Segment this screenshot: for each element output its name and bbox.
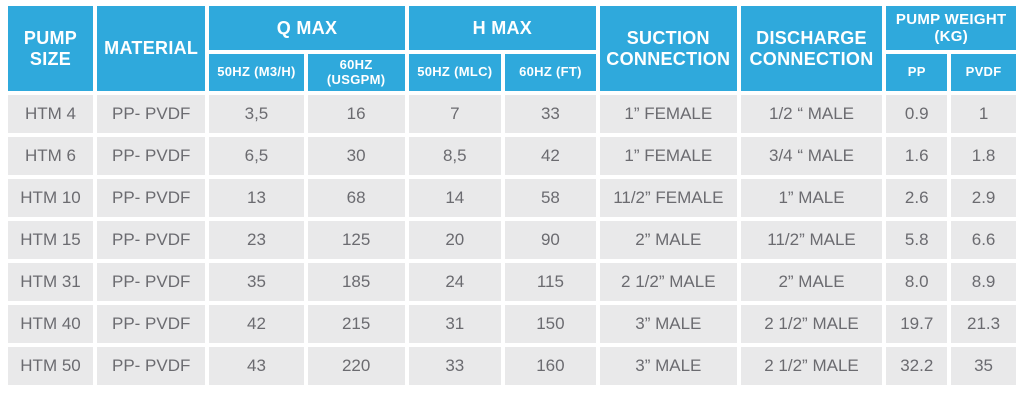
subheader-weight-pvdf: PVDF xyxy=(951,54,1016,91)
cell-hmax-50hz: 33 xyxy=(408,347,501,385)
cell-suction: 2” MALE xyxy=(599,221,737,259)
cell-qmax-60hz: 16 xyxy=(307,95,405,133)
cell-suction: 11/2” FEMALE xyxy=(599,179,737,217)
cell-discharge: 1/2 “ MALE xyxy=(740,95,883,133)
cell-weight-pp: 19.7 xyxy=(886,305,948,343)
header-material: MATERIAL xyxy=(97,6,206,91)
cell-material: PP- PVDF xyxy=(97,179,206,217)
cell-discharge: 11/2” MALE xyxy=(740,221,883,259)
cell-qmax-50hz: 13 xyxy=(209,179,304,217)
cell-pump-size: HTM 50 xyxy=(8,347,94,385)
table-row: HTM 15 PP- PVDF 23 125 20 90 2” MALE 11/… xyxy=(8,221,1016,259)
subheader-qmax-50hz: 50HZ (M3/H) xyxy=(209,54,304,91)
cell-weight-pvdf: 8.9 xyxy=(951,263,1016,301)
table-row: HTM 6 PP- PVDF 6,5 30 8,5 42 1” FEMALE 3… xyxy=(8,137,1016,175)
cell-hmax-50hz: 8,5 xyxy=(408,137,501,175)
cell-discharge: 2” MALE xyxy=(740,263,883,301)
cell-qmax-50hz: 3,5 xyxy=(209,95,304,133)
cell-weight-pvdf: 1.8 xyxy=(951,137,1016,175)
cell-qmax-60hz: 125 xyxy=(307,221,405,259)
cell-weight-pp: 1.6 xyxy=(886,137,948,175)
cell-qmax-60hz: 68 xyxy=(307,179,405,217)
cell-weight-pp: 8.0 xyxy=(886,263,948,301)
cell-material: PP- PVDF xyxy=(97,263,206,301)
table-row: HTM 10 PP- PVDF 13 68 14 58 11/2” FEMALE… xyxy=(8,179,1016,217)
pump-specifications-table: PUMP SIZE MATERIAL Q MAX H MAX SUCTION C… xyxy=(4,2,1020,389)
cell-material: PP- PVDF xyxy=(97,347,206,385)
cell-material: PP- PVDF xyxy=(97,95,206,133)
cell-weight-pp: 32.2 xyxy=(886,347,948,385)
cell-qmax-60hz: 30 xyxy=(307,137,405,175)
header-row-groups: PUMP SIZE MATERIAL Q MAX H MAX SUCTION C… xyxy=(8,6,1016,91)
subheader-hmax-60hz: 60HZ (FT) xyxy=(504,54,596,91)
cell-pump-size: HTM 40 xyxy=(8,305,94,343)
header-h-max: H MAX xyxy=(408,6,596,50)
cell-hmax-60hz: 160 xyxy=(504,347,596,385)
cell-weight-pvdf: 6.6 xyxy=(951,221,1016,259)
cell-material: PP- PVDF xyxy=(97,221,206,259)
cell-pump-size: HTM 31 xyxy=(8,263,94,301)
header-row-subcolumns: 50HZ (M3/H) 60HZ (USGPM) 50HZ (MLC) 60HZ… xyxy=(8,54,1016,91)
cell-suction: 3” MALE xyxy=(599,347,737,385)
cell-hmax-50hz: 14 xyxy=(408,179,501,217)
cell-material: PP- PVDF xyxy=(97,305,206,343)
cell-discharge: 2 1/2” MALE xyxy=(740,305,883,343)
table-row: HTM 50 PP- PVDF 43 220 33 160 3” MALE 2 … xyxy=(8,347,1016,385)
cell-qmax-50hz: 6,5 xyxy=(209,137,304,175)
cell-hmax-50hz: 20 xyxy=(408,221,501,259)
cell-qmax-60hz: 220 xyxy=(307,347,405,385)
cell-material: PP- PVDF xyxy=(97,137,206,175)
cell-qmax-50hz: 35 xyxy=(209,263,304,301)
cell-weight-pvdf: 21.3 xyxy=(951,305,1016,343)
header-pump-weight: PUMP WEIGHT (KG) xyxy=(886,6,1016,50)
cell-hmax-60hz: 42 xyxy=(504,137,596,175)
cell-weight-pp: 0.9 xyxy=(886,95,948,133)
header-suction-connection: SUCTION CONNECTION xyxy=(599,6,737,91)
table-row: HTM 31 PP- PVDF 35 185 24 115 2 1/2” MAL… xyxy=(8,263,1016,301)
table-row: HTM 40 PP- PVDF 42 215 31 150 3” MALE 2 … xyxy=(8,305,1016,343)
cell-weight-pvdf: 2.9 xyxy=(951,179,1016,217)
cell-suction: 2 1/2” MALE xyxy=(599,263,737,301)
header-q-max: Q MAX xyxy=(209,6,405,50)
subheader-hmax-50hz: 50HZ (MLC) xyxy=(408,54,501,91)
cell-hmax-60hz: 33 xyxy=(504,95,596,133)
cell-qmax-50hz: 42 xyxy=(209,305,304,343)
header-pump-size: PUMP SIZE xyxy=(8,6,94,91)
cell-weight-pp: 5.8 xyxy=(886,221,948,259)
cell-qmax-60hz: 215 xyxy=(307,305,405,343)
cell-pump-size: HTM 10 xyxy=(8,179,94,217)
cell-suction: 1” FEMALE xyxy=(599,137,737,175)
cell-suction: 1” FEMALE xyxy=(599,95,737,133)
header-discharge-connection: DISCHARGE CONNECTION xyxy=(740,6,883,91)
cell-hmax-50hz: 24 xyxy=(408,263,501,301)
subheader-weight-pp: PP xyxy=(886,54,948,91)
cell-qmax-50hz: 43 xyxy=(209,347,304,385)
cell-weight-pvdf: 1 xyxy=(951,95,1016,133)
subheader-qmax-60hz: 60HZ (USGPM) xyxy=(307,54,405,91)
cell-pump-size: HTM 15 xyxy=(8,221,94,259)
cell-pump-size: HTM 4 xyxy=(8,95,94,133)
cell-hmax-60hz: 90 xyxy=(504,221,596,259)
cell-discharge: 1” MALE xyxy=(740,179,883,217)
cell-suction: 3” MALE xyxy=(599,305,737,343)
cell-qmax-50hz: 23 xyxy=(209,221,304,259)
cell-hmax-60hz: 58 xyxy=(504,179,596,217)
cell-hmax-50hz: 7 xyxy=(408,95,501,133)
cell-pump-size: HTM 6 xyxy=(8,137,94,175)
cell-hmax-60hz: 115 xyxy=(504,263,596,301)
cell-hmax-50hz: 31 xyxy=(408,305,501,343)
cell-discharge: 3/4 “ MALE xyxy=(740,137,883,175)
cell-weight-pvdf: 35 xyxy=(951,347,1016,385)
cell-weight-pp: 2.6 xyxy=(886,179,948,217)
cell-qmax-60hz: 185 xyxy=(307,263,405,301)
cell-discharge: 2 1/2” MALE xyxy=(740,347,883,385)
cell-hmax-60hz: 150 xyxy=(504,305,596,343)
table-row: HTM 4 PP- PVDF 3,5 16 7 33 1” FEMALE 1/2… xyxy=(8,95,1016,133)
